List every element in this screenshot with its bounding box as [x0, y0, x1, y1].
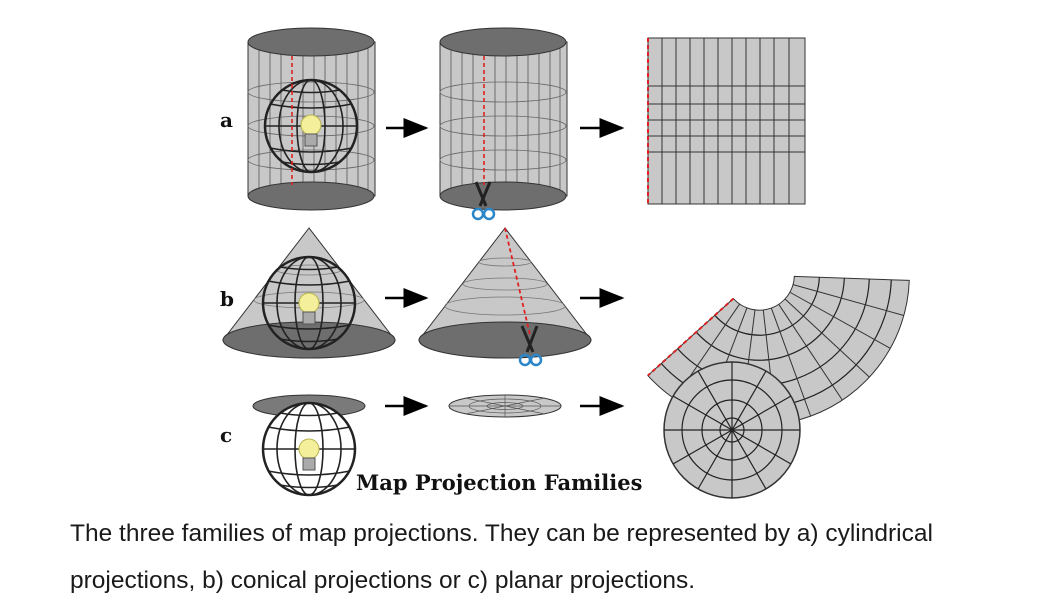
meridian-line — [789, 291, 891, 349]
plane-with-globe — [252, 394, 366, 497]
cylinder-with-globe — [247, 27, 376, 211]
row-label-a: a — [220, 108, 233, 132]
globe-icon — [261, 255, 357, 351]
light-bulb-icon — [298, 292, 320, 325]
cut-line — [504, 227, 531, 336]
meridian-line — [784, 298, 870, 378]
row-label-b: b — [220, 287, 234, 311]
meridian-line — [778, 304, 843, 401]
meridian-line — [770, 307, 812, 417]
plane-disc — [448, 394, 562, 418]
planar-projection-plane — [663, 361, 801, 499]
cylinder-cut — [439, 27, 568, 221]
figure-caption: The three families of map projections. T… — [70, 520, 933, 594]
cone-cut — [417, 227, 593, 367]
cone-with-globe — [221, 227, 397, 359]
scissors-icon — [471, 181, 496, 221]
light-bulb-icon — [298, 438, 320, 471]
scissors-icon — [518, 325, 543, 367]
map-projection-figure: a b c Map Projection Families — [220, 27, 910, 499]
light-bulb-icon — [300, 114, 322, 147]
cylindrical-projection-plane — [647, 37, 806, 205]
cut-line — [647, 297, 735, 377]
figure-title: Map Projection Families — [356, 470, 643, 495]
projection-diagram — [221, 27, 910, 499]
row-label-c: c — [220, 423, 233, 447]
meridian-line — [792, 284, 904, 316]
